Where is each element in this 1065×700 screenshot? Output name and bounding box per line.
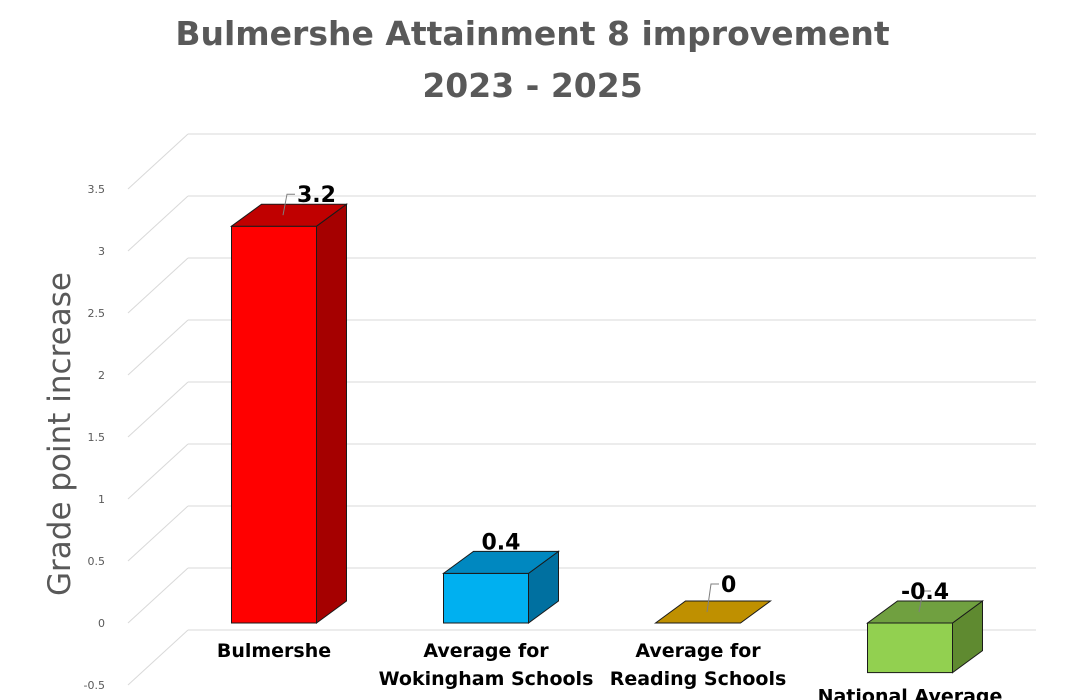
y-tick-label: 0: [98, 617, 105, 630]
bar-top: [229, 203, 349, 227]
bar-top: [441, 550, 561, 574]
gridline-depth: [127, 195, 189, 252]
category-label: Average for: [423, 640, 549, 662]
category-label: Average for: [635, 640, 761, 662]
category-label: Bulmershe: [217, 640, 331, 662]
bar: [867, 622, 953, 674]
gridline-depth: [127, 319, 189, 376]
bar: [231, 225, 317, 624]
data-label: 0.4: [482, 530, 521, 555]
y-tick-label: 2: [98, 369, 105, 382]
gridline-depth: [127, 567, 189, 624]
gridline-depth: [127, 629, 189, 686]
data-label-leader: [918, 590, 931, 613]
bar-top: [865, 600, 985, 624]
y-tick-label: 0.5: [88, 555, 106, 568]
category-label: Reading Schools: [610, 668, 787, 690]
data-label: 3.2: [297, 183, 336, 208]
y-tick-label: -0.5: [84, 679, 105, 692]
category-label: National Average: [818, 686, 1003, 700]
gridline-depth: [127, 443, 189, 500]
gridline-depth: [127, 257, 189, 314]
y-tick-label: 3: [98, 245, 105, 258]
gridline-depth: [127, 133, 189, 190]
data-label-leader: [282, 193, 295, 216]
category-label: Wokingham Schools: [379, 668, 594, 690]
chart-subtitle: 2023 - 2025: [422, 66, 643, 105]
data-label: -0.4: [901, 580, 949, 605]
y-tick-label: 1.5: [88, 431, 106, 444]
gridline-depth: [127, 505, 189, 562]
y-tick-label: 3.5: [88, 183, 106, 196]
bar: [653, 600, 773, 624]
bar-side: [316, 203, 347, 624]
gridline-depth: [127, 381, 189, 438]
bar: [443, 572, 529, 624]
chart-title: Bulmershe Attainment 8 improvement: [175, 14, 890, 53]
y-tick-label: 1: [98, 493, 105, 506]
data-label-leader: [706, 583, 719, 613]
data-label: 0: [721, 573, 736, 598]
y-tick-label: 2.5: [88, 307, 106, 320]
